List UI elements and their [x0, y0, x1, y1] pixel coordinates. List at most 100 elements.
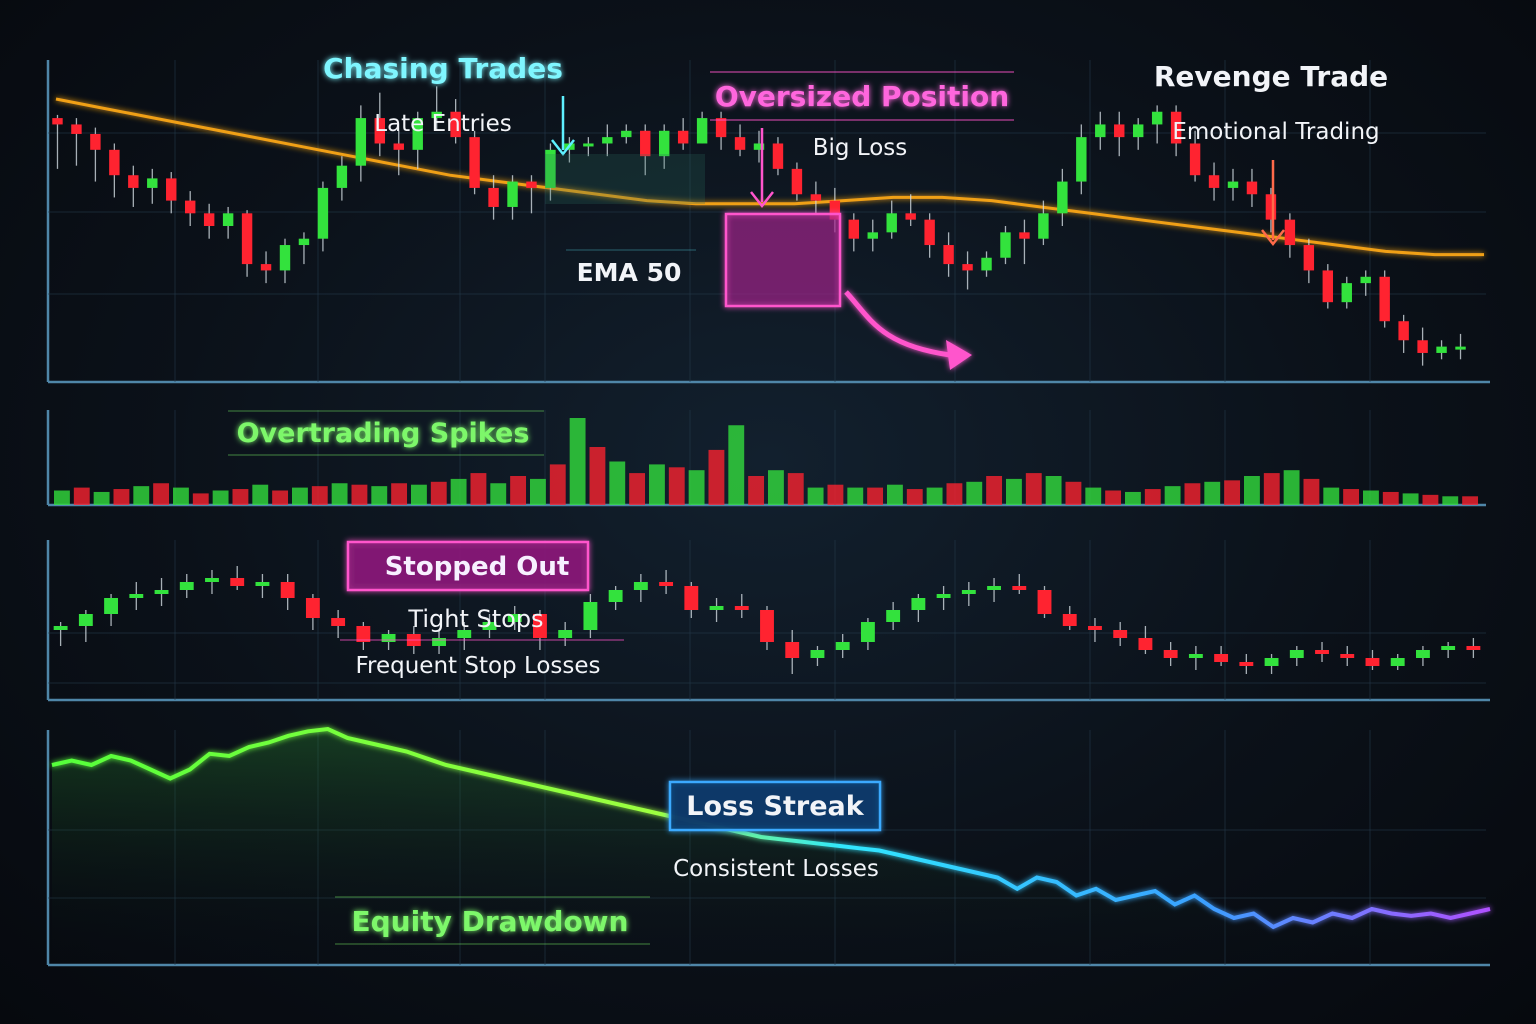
price-body — [658, 130, 670, 157]
price-candle — [1246, 168, 1258, 207]
stops-candle — [432, 630, 446, 654]
price-candle — [336, 156, 348, 201]
volume-bar — [748, 476, 765, 505]
price-body — [109, 149, 120, 176]
stops-body — [432, 638, 446, 646]
stops-candle — [734, 594, 749, 618]
stops-candle — [1113, 622, 1128, 646]
volume-bar — [470, 473, 487, 505]
price-body — [1303, 245, 1315, 271]
stops-body — [1113, 630, 1128, 638]
price-body — [1189, 143, 1201, 176]
price-body — [753, 143, 765, 150]
volume-bar — [430, 481, 447, 505]
price-body — [1095, 124, 1106, 138]
stops-candle — [507, 606, 522, 630]
stops-candle — [810, 646, 825, 666]
stops-candle — [608, 586, 623, 610]
price-candle — [545, 143, 556, 201]
price-body — [1227, 181, 1239, 188]
volume-bar — [391, 483, 408, 505]
price-candle — [981, 251, 992, 277]
price-candle — [658, 124, 670, 169]
volume-bar — [153, 483, 170, 505]
price-body — [583, 143, 594, 147]
price-candle — [469, 130, 480, 195]
price-candle — [924, 213, 935, 258]
chasing-trades-subtitle: Late Entries — [374, 111, 512, 137]
stops-candle — [53, 622, 68, 646]
stops-candle — [860, 618, 875, 650]
stops-candle — [129, 582, 144, 610]
price-candle — [412, 111, 423, 169]
volume-bar — [490, 483, 507, 505]
price-body — [1038, 213, 1049, 239]
price-body — [1322, 270, 1334, 303]
stops-body — [507, 614, 522, 622]
price-body — [203, 213, 215, 226]
volume-bar — [1105, 490, 1122, 505]
price-candle — [1360, 270, 1371, 296]
volume-bar — [331, 483, 348, 505]
stops-body — [860, 622, 875, 642]
stops-body — [785, 642, 800, 658]
price-body — [374, 118, 386, 144]
chasing-trades-annotation: Chasing Trades Late Entries — [312, 43, 705, 204]
stops-body — [205, 578, 219, 582]
stops-candle — [1289, 646, 1304, 666]
revenge-trade-title: Revenge Trade — [1154, 60, 1388, 93]
stops-candle — [305, 594, 320, 630]
price-body — [621, 130, 632, 138]
price-body — [1398, 321, 1409, 341]
stops-candle — [785, 630, 800, 674]
volume-bar — [1006, 478, 1022, 505]
price-body — [166, 178, 177, 201]
price-body — [640, 130, 651, 157]
price-body — [1379, 276, 1390, 322]
price-body — [1114, 124, 1125, 138]
price-candle — [526, 175, 537, 214]
volume-bar — [232, 489, 249, 505]
price-candle — [1019, 219, 1030, 265]
volume-bar — [668, 467, 685, 505]
volume-bar — [113, 489, 130, 505]
price-candle — [886, 200, 897, 239]
stops-body — [1289, 650, 1304, 658]
price-candle — [90, 127, 101, 182]
stops-candle — [1012, 574, 1027, 594]
stops-body — [1188, 654, 1203, 658]
volume-bar — [768, 470, 784, 505]
price-candle — [109, 143, 120, 198]
stops-candle — [987, 578, 1001, 602]
price-body — [943, 245, 954, 265]
ema-label: EMA 50 — [577, 258, 682, 287]
price-body — [1265, 194, 1277, 220]
price-body — [260, 264, 272, 271]
big-loss-arrow — [844, 290, 951, 358]
stops-candle — [104, 594, 119, 626]
price-candle — [772, 137, 784, 176]
volume-bar — [569, 418, 586, 505]
stops-candle — [1214, 646, 1229, 666]
stops-candle — [1138, 626, 1153, 654]
price-candle — [1057, 168, 1068, 226]
stops-body — [1315, 650, 1329, 654]
price-body — [1076, 137, 1087, 182]
price-candle — [184, 191, 196, 226]
overtrading-annotation: Overtrading Spikes — [228, 410, 544, 456]
stops-body — [1037, 590, 1052, 614]
stops-candle — [205, 570, 219, 594]
price-body — [1341, 283, 1352, 303]
price-candle — [677, 118, 689, 150]
volume-bar — [728, 425, 745, 505]
stops-body — [886, 610, 901, 622]
equity-area — [52, 729, 1490, 965]
price-body — [279, 245, 291, 271]
price-candle — [1189, 130, 1201, 182]
volume-bar — [629, 473, 646, 505]
volume-bar — [311, 486, 328, 505]
price-candle — [1265, 187, 1277, 233]
volume-bar — [1065, 481, 1082, 505]
